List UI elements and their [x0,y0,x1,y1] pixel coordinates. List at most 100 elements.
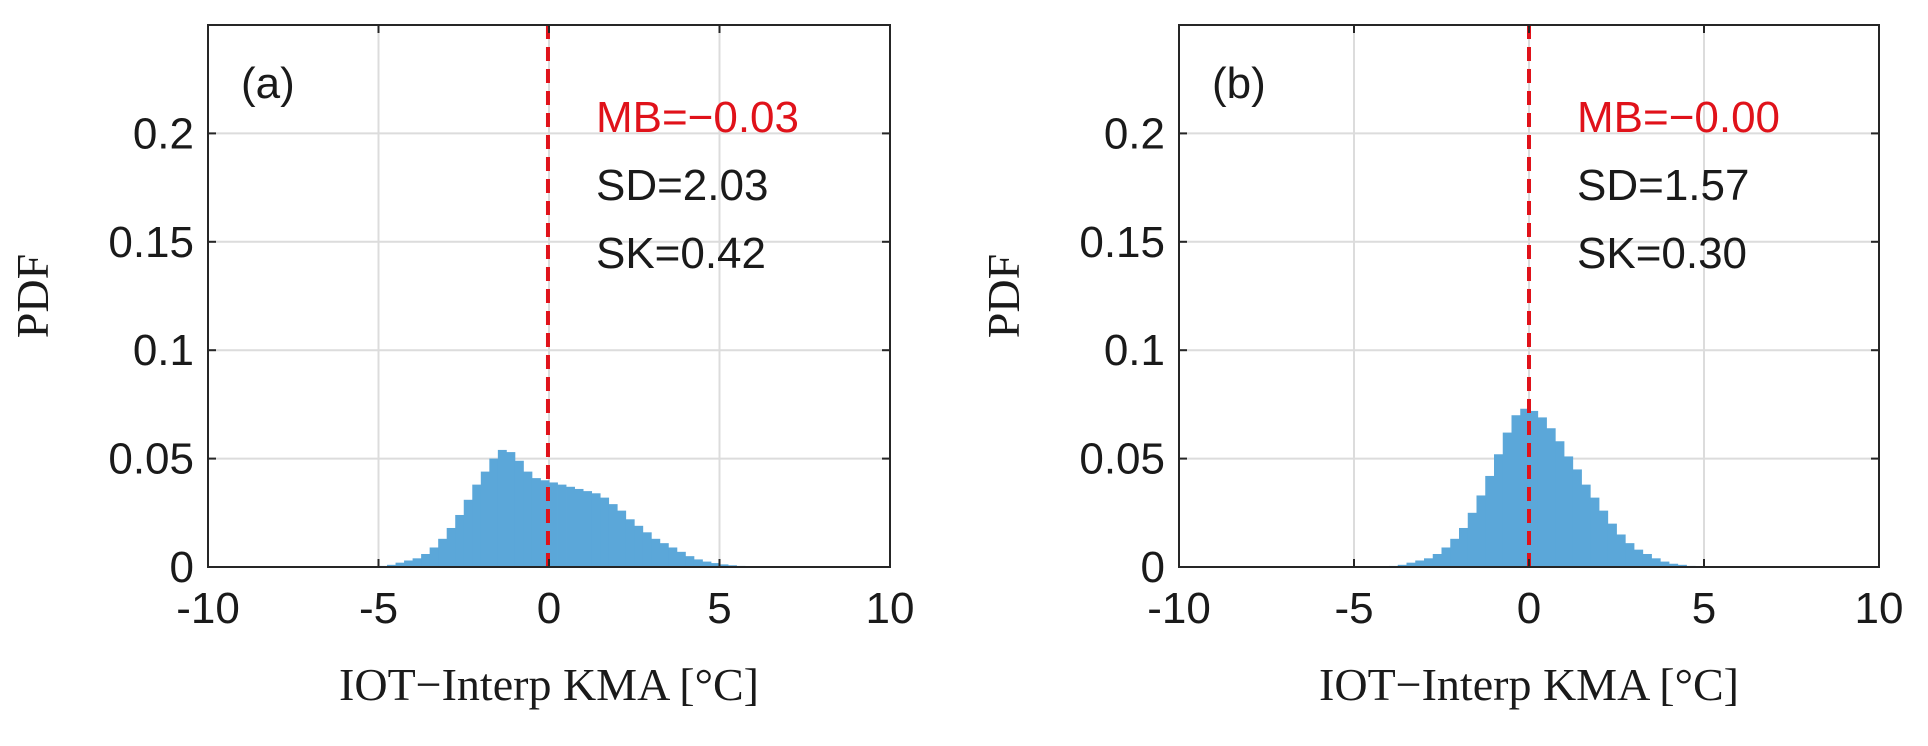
histogram-bar [1564,456,1574,567]
histogram-bar [693,559,703,567]
histogram-bar [438,538,448,567]
y-tick-label: 0 [1141,543,1165,592]
histogram-bar [1625,543,1635,567]
histogram-bar [1634,549,1644,567]
histogram-bar [642,532,652,567]
histogram-bar [1642,553,1652,567]
histogram-bar [1415,560,1425,567]
histogram-bar [1467,512,1477,567]
histogram-bar [659,543,669,567]
histogram-bar [395,562,405,567]
stat-mb: MB=−0.00 [1577,93,1780,142]
histogram-bar [446,527,456,567]
histogram-bar [1485,475,1495,567]
histogram-bar [1651,558,1661,567]
histogram-bar [1502,432,1512,567]
histogram-bar [557,484,567,567]
x-tick-label: -5 [1334,584,1373,633]
y-tick-label: 0.1 [1104,326,1165,375]
histogram-bar [1555,441,1565,567]
histogram-bar [1520,408,1530,567]
x-tick-label: 0 [537,584,561,633]
y-tick-label: 0.05 [1079,435,1165,484]
histogram-bar [489,458,499,567]
histogram-bar [1677,564,1687,567]
histogram-bar [676,551,686,567]
histogram-bar [617,510,627,567]
x-tick-label: 10 [866,584,915,633]
histogram-bar [1511,415,1521,567]
histogram-bar [634,525,644,567]
x-tick-label: -5 [359,584,398,633]
x-tick-label: -10 [176,584,240,633]
histogram-bar [1450,538,1460,567]
y-tick-label: 0.2 [133,109,194,158]
histogram-bar [455,514,465,567]
histogram-bar [1581,484,1591,567]
histogram-bar [702,561,712,567]
histogram-bar [668,547,678,567]
histogram-bar [1432,553,1442,567]
histogram-bar [1397,564,1407,567]
histogram-bar [472,484,482,567]
histogram-bar [1660,561,1670,567]
histogram-bar [1669,563,1679,567]
x-axis-label: IOT−Interp KMA [°C] [1319,659,1739,710]
y-tick-label: 0.15 [1079,218,1165,267]
histogram-bar [574,488,584,567]
histogram-bar [531,478,541,567]
histogram-bar [1529,410,1539,567]
histogram-bar [1590,497,1600,567]
x-tick-label: 10 [1855,584,1904,633]
y-axis-label: PDF [978,254,1029,338]
histogram-bar [719,564,729,567]
histogram-bar [1572,469,1582,567]
histogram-bar [1459,527,1469,567]
stat-sk: SK=0.30 [1577,229,1747,278]
histogram-bar [600,497,610,567]
y-axis-label: PDF [7,254,58,338]
histogram-bar [540,480,550,567]
histogram-bar [421,553,431,567]
panel-label: (b) [1212,59,1266,108]
stat-mb: MB=−0.03 [596,93,799,142]
x-axis-label: IOT−Interp KMA [°C] [339,659,759,710]
histogram-bar [1546,428,1556,567]
x-tick-label: -10 [1147,584,1211,633]
panel-a: -10 -5 0 5 10 0 0.05 0.1 0.15 0.2 IOT−Interp KMA [… [7,24,915,710]
histogram-bar [549,482,558,567]
histogram-bar [710,563,720,567]
histogram-bar [685,556,695,567]
stat-sk: SK=0.42 [596,229,766,278]
histogram-bar [387,564,396,567]
histogram-bar [404,560,413,567]
histogram-bar [497,449,507,567]
histogram-bar [608,504,618,567]
histogram-bar [463,499,473,567]
histogram-bar [566,486,575,567]
histogram-bar [429,547,439,567]
histogram-bar [523,471,533,567]
histogram-bar [625,519,635,567]
histogram-bar [1406,562,1416,567]
histogram-bar [1476,495,1486,567]
x-tick-label: 5 [1692,584,1716,633]
histogram-bar [1607,523,1617,567]
histogram-bar [480,471,490,567]
panel-b: -10 -5 0 5 10 0 0.05 0.1 0.15 0.2 IOT−Interp KMA [… [978,24,1904,710]
stat-sd: SD=2.03 [596,161,768,210]
y-tick-label: 0.2 [1104,109,1165,158]
stat-sd: SD=1.57 [1577,161,1749,210]
histogram-bar [412,558,422,567]
histogram-bar [514,460,524,567]
histogram-bar [1494,454,1504,567]
y-tick-label: 0.05 [108,435,194,484]
histogram-bar [1424,558,1434,567]
x-tick-label: 0 [1517,584,1541,633]
histogram-bar [651,538,661,567]
histogram-bar [591,493,601,567]
x-tick-label: 5 [707,584,731,633]
y-tick-label: 0.1 [133,326,194,375]
panel-label: (a) [241,59,295,108]
